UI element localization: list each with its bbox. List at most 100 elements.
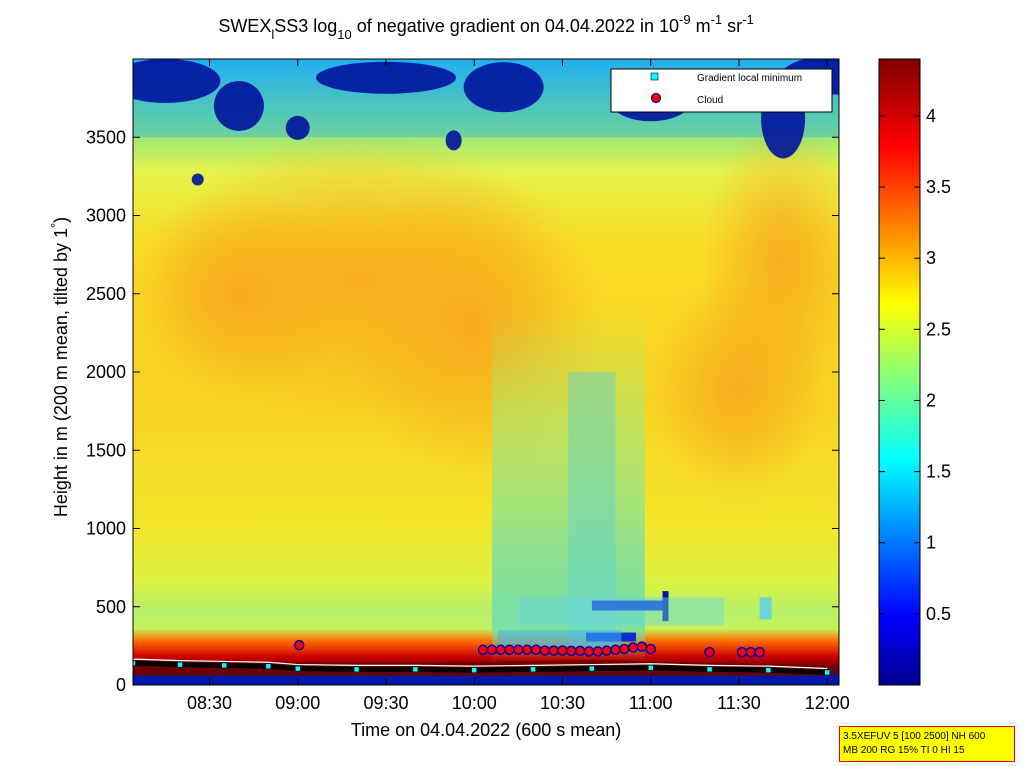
title-subscript: l <box>271 27 274 42</box>
gradient-minimum-point-2 <box>221 662 227 669</box>
cloud-marker-23 <box>745 646 756 658</box>
colorbar-tick-label-7: 4 <box>926 106 936 126</box>
cloud-marker-8 <box>539 645 551 656</box>
info-line-2: MB 200 RG 15% TI 0 HI 15 <box>843 745 965 756</box>
low-value-patch-1 <box>213 80 264 131</box>
artifact-patch-1130 <box>759 597 772 620</box>
low-value-patch-0 <box>133 59 221 103</box>
gradient-minimum-point-10 <box>647 665 654 671</box>
gradient-minimum-point-5 <box>353 666 360 673</box>
legend-marker-cloud <box>650 92 662 104</box>
x-axis-label: Time on 04.04.2022 (600 s mean) <box>351 720 622 740</box>
title-unit-m: m <box>691 16 711 36</box>
legend: Gradient local minimum Cloud <box>610 68 833 113</box>
cloud-marker-2 <box>486 644 498 656</box>
artifact-column <box>662 591 669 622</box>
cloud-marker-18 <box>627 642 639 653</box>
colorbar-tick-label-3: 2 <box>926 390 936 410</box>
gradient-minimum-point-6 <box>412 666 419 673</box>
title-mid: SS3 log <box>274 16 337 36</box>
cloud-marker-14 <box>592 646 604 657</box>
low-value-patch-3 <box>463 62 544 113</box>
x-tick-label-0: 08:30 <box>187 693 232 713</box>
legend-label-cloud: Cloud <box>697 95 723 106</box>
cloud-marker-5 <box>513 644 524 656</box>
y-tick-label-5: 2500 <box>86 284 126 304</box>
gradient-minimum-point-12 <box>765 667 772 673</box>
gradient-minimum-point-4 <box>294 665 301 672</box>
cloud-marker-19 <box>636 641 648 652</box>
title-prefix: SWEX <box>218 16 271 36</box>
cloud-marker-24 <box>754 646 765 658</box>
cloud-marker-9 <box>548 645 559 656</box>
colorbar-tick-label-2: 1.5 <box>926 462 951 482</box>
chart-title: SWEXlSS3 log10 of negative gradient on 0… <box>218 12 753 42</box>
processing-info-box: 3.5XEFUV 5 [100 2500] NH 600 MB 200 RG 1… <box>839 726 1015 762</box>
y-tick-label-3: 1500 <box>86 440 126 460</box>
gradient-minimum-point-11 <box>706 666 713 673</box>
colorbar-tick-label-6: 3.5 <box>926 177 951 197</box>
cloud-marker-3 <box>495 644 506 656</box>
cloud-marker-4 <box>504 644 515 656</box>
title-exp-3: -1 <box>742 12 754 27</box>
gradient-minimum-point-1 <box>177 661 183 668</box>
cloud-marker-21 <box>704 646 715 658</box>
title-suffix: of negative gradient on 04.04.2022 in 10 <box>352 16 679 36</box>
y-label-suffix: ) <box>51 217 71 223</box>
gradient-minimum-point-3 <box>265 663 272 669</box>
x-axis: 08:30 09:00 09:30 10:00 10:30 11:00 11:30 12:00 <box>187 59 850 713</box>
y-tick-label-4: 2000 <box>86 362 126 382</box>
y-axis: 0 500 1000 1500 2000 2500 3000 3500 <box>86 127 839 695</box>
info-line-1: 3.5XEFUV 5 [100 2500] NH 600 <box>843 731 986 742</box>
gradient-minimum-point-7 <box>471 667 477 673</box>
artifact-band-500 <box>518 597 725 626</box>
low-value-patch-9 <box>191 173 204 186</box>
cloud-marker-13 <box>583 646 595 657</box>
gradient-minimum-point-0 <box>133 660 136 666</box>
y-tick-label-7: 3500 <box>86 127 126 147</box>
title-unit-sr: sr <box>722 16 742 36</box>
legend-label-gradient-minimum: Gradient local minimum <box>697 73 802 84</box>
artifact-500m <box>591 600 663 611</box>
y-label-prefix: Height in m (200 m mean, tilted by 1 <box>51 228 71 517</box>
x-tick-label-1: 09:00 <box>275 693 320 713</box>
x-tick-label-4: 10:30 <box>540 693 585 713</box>
low-value-patch-8 <box>445 130 462 151</box>
colorbar-ticks: 0.5 1 1.5 2 2.5 3 3.5 4 <box>879 106 951 624</box>
legend-box <box>610 68 833 113</box>
cloud-marker-10 <box>557 645 568 656</box>
title-subscript-10: 10 <box>337 27 351 42</box>
colorbar-gradient <box>878 58 921 686</box>
colorbar-tick-label-5: 3 <box>926 248 936 268</box>
gradient-minimum-point-8 <box>530 666 536 673</box>
y-tick-label-2: 1000 <box>86 519 126 539</box>
title-exp-1: -9 <box>679 12 691 27</box>
cloud-marker-11 <box>566 645 577 657</box>
cloud-marker-16 <box>610 644 621 656</box>
colorbar-tick-label-0: 0.5 <box>926 604 951 624</box>
y-tick-label-1: 500 <box>96 597 126 617</box>
ground-blue <box>133 675 839 685</box>
x-tick-label-6: 11:30 <box>717 693 761 713</box>
cloud-marker-22 <box>736 646 748 658</box>
gradient-minimum-edge <box>133 658 828 670</box>
gradient-minimum-line <box>133 660 828 675</box>
cloud-marker-7 <box>530 644 542 656</box>
low-value-patch-7 <box>285 115 310 140</box>
legend-marker-gradient-minimum <box>650 72 659 81</box>
x-tick-label-7: 12:00 <box>805 693 850 713</box>
colorbar: 0.5 1 1.5 2 2.5 3 3.5 4 <box>878 58 951 686</box>
warm-region-4 <box>651 270 826 505</box>
x-tick-label-5: 11:00 <box>629 693 673 713</box>
cloud-marker-12 <box>574 645 586 657</box>
artifact-band-300 <box>497 630 622 647</box>
cloud-marker-20 <box>645 643 656 655</box>
title-exp-2: -1 <box>711 12 723 27</box>
x-tick-label-3: 10:00 <box>452 693 497 713</box>
x-tick-label-2: 09:30 <box>363 693 408 713</box>
y-axis-label: Height in m (200 m mean, tilted by 1°) <box>48 217 71 517</box>
y-tick-label-0: 0 <box>116 675 126 695</box>
gradient-minimum-point-13 <box>824 669 830 676</box>
low-value-patch-2 <box>315 61 456 94</box>
